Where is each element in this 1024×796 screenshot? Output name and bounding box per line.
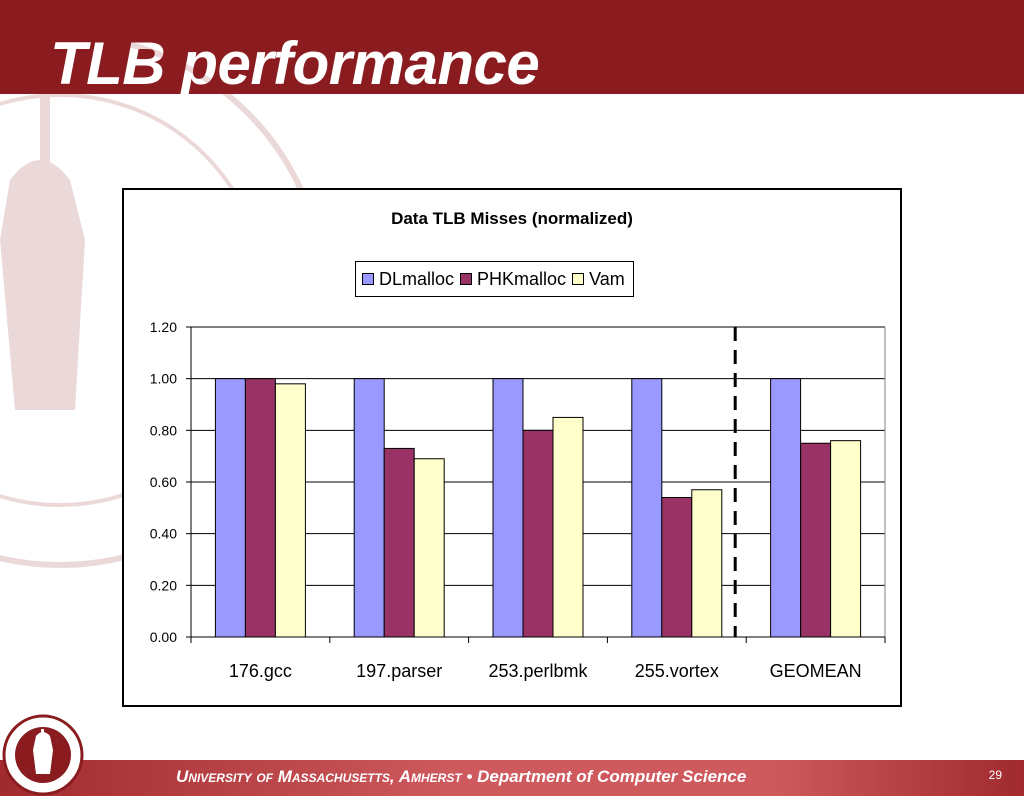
bar-vam-253-perlbmk <box>552 416 584 638</box>
y-tick-label: 0.60 <box>150 474 177 490</box>
umass-seal-logo <box>2 714 84 796</box>
legend-swatch-dlmalloc <box>362 273 374 285</box>
footer-department: Department of Computer Science <box>477 767 747 786</box>
bar-phkmalloc-geomean <box>800 442 832 638</box>
legend-swatch-phkmalloc <box>460 273 473 285</box>
y-tick-label: 0.80 <box>150 422 177 438</box>
bar-dlmalloc-253-perlbmk <box>492 378 524 638</box>
footer-university: University of Massachusetts, Amherst <box>176 767 462 786</box>
legend-label-dlmalloc: DLmalloc <box>379 268 455 289</box>
legend-swatch-vam <box>572 273 585 285</box>
x-category-label: 176.gcc <box>229 661 292 681</box>
bar-vam-255-vortex <box>691 489 723 638</box>
bar-dlmalloc-197-parser <box>353 378 385 638</box>
chart-title: Data TLB Misses (normalized) <box>391 209 633 228</box>
slide-title: TLB performance <box>50 30 540 97</box>
y-tick-label: 0.00 <box>150 629 177 645</box>
bar-phkmalloc-255-vortex <box>661 497 693 638</box>
bar-phkmalloc-176-gcc <box>244 378 276 638</box>
y-tick-label: 0.40 <box>150 526 177 542</box>
x-category-label: 255.vortex <box>635 661 719 681</box>
y-tick-label: 0.20 <box>150 577 177 593</box>
bar-phkmalloc-197-parser <box>383 447 415 638</box>
bar-dlmalloc-geomean <box>770 378 802 638</box>
bars <box>214 378 862 638</box>
bar-phkmalloc-253-perlbmk <box>522 429 554 638</box>
bar-vam-geomean <box>830 440 862 638</box>
bar-vam-197-parser <box>413 458 445 638</box>
y-tick-label: 1.20 <box>150 319 177 335</box>
legend-label-vam: Vam <box>589 268 625 289</box>
slide-number: 29 <box>988 768 1002 782</box>
footer-text: University of Massachusetts, Amherst • D… <box>176 767 746 787</box>
x-category-label: GEOMEAN <box>770 661 862 681</box>
footer-separator: • <box>466 767 473 786</box>
bar-dlmalloc-176-gcc <box>214 378 246 638</box>
legend-item-vam: Vam <box>572 269 625 290</box>
bar-vam-176-gcc <box>274 383 306 638</box>
x-category-label: 253.perlbmk <box>488 661 588 681</box>
chart-legend: DLmalloc PHKmalloc Vam <box>355 261 634 297</box>
legend-item-phkmalloc: PHKmalloc <box>460 269 566 290</box>
y-tick-label: 1.00 <box>150 371 177 387</box>
header-bar <box>0 0 1024 94</box>
bar-dlmalloc-255-vortex <box>631 378 663 638</box>
legend-label-phkmalloc: PHKmalloc <box>477 268 567 289</box>
x-category-label: 197.parser <box>356 661 442 681</box>
axes: 0.00 0.20 0.40 0.60 0.80 1.00 1.20 176.gcc 197.p… <box>150 319 886 681</box>
footer-bar <box>0 760 1024 796</box>
legend-item-dlmalloc: DLmalloc <box>362 269 454 290</box>
